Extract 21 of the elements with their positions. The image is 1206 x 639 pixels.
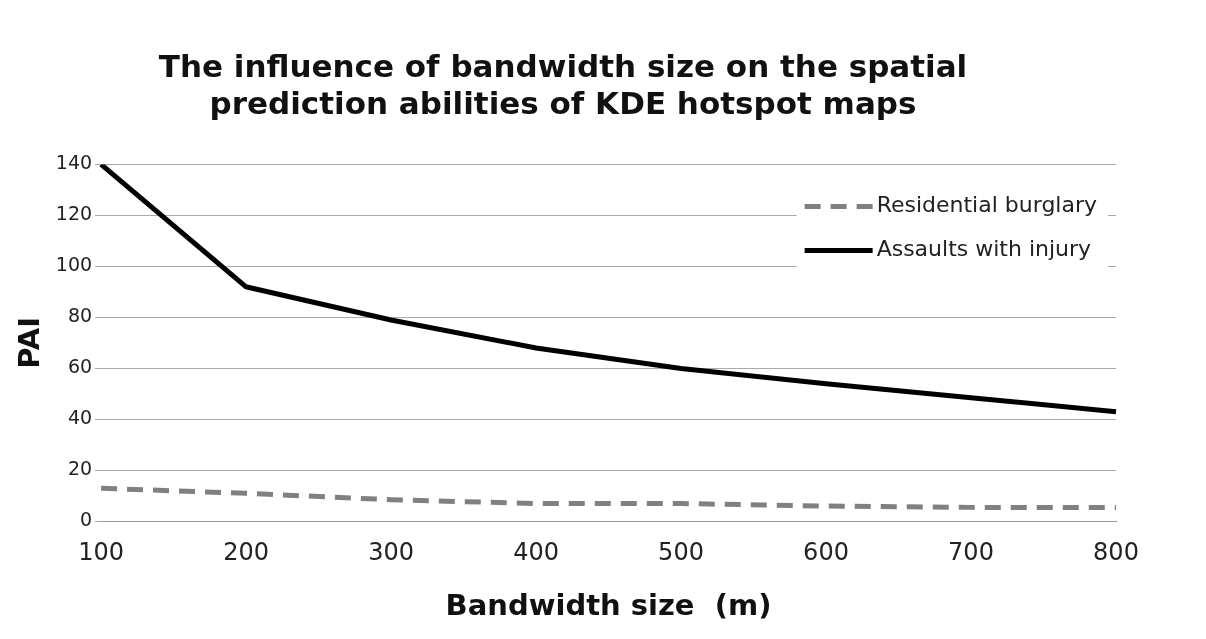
legend-label: Assaults with injury: [876, 236, 1092, 262]
y-tick-label: 60: [67, 355, 93, 378]
y-tick-label: 80: [67, 304, 93, 327]
x-tick-label: 700: [948, 538, 994, 567]
x-tick-label: 500: [658, 538, 704, 567]
legend-label: Residential burglary: [876, 192, 1098, 218]
x-tick-label: 400: [513, 538, 559, 567]
y-tick-label: 20: [67, 457, 93, 480]
text: The influence of bandwidth size on the spatial: [158, 47, 968, 84]
x-tick-label: 300: [368, 538, 414, 567]
x-tick-label: 600: [803, 538, 849, 567]
x-axis-title: Bandwidth size (m): [445, 588, 772, 623]
y-tick-label: 100: [55, 253, 93, 276]
x-tick-label: 200: [223, 538, 269, 567]
y-axis-title: PAI: [11, 316, 46, 369]
x-tick-label: 800: [1093, 538, 1139, 567]
text: prediction abilities of KDE hotspot maps: [209, 84, 917, 121]
y-tick-label: 0: [79, 508, 93, 531]
y-tick-label: 120: [55, 202, 93, 225]
y-tick-label: 140: [55, 151, 93, 174]
y-tick-label: 40: [67, 406, 93, 429]
